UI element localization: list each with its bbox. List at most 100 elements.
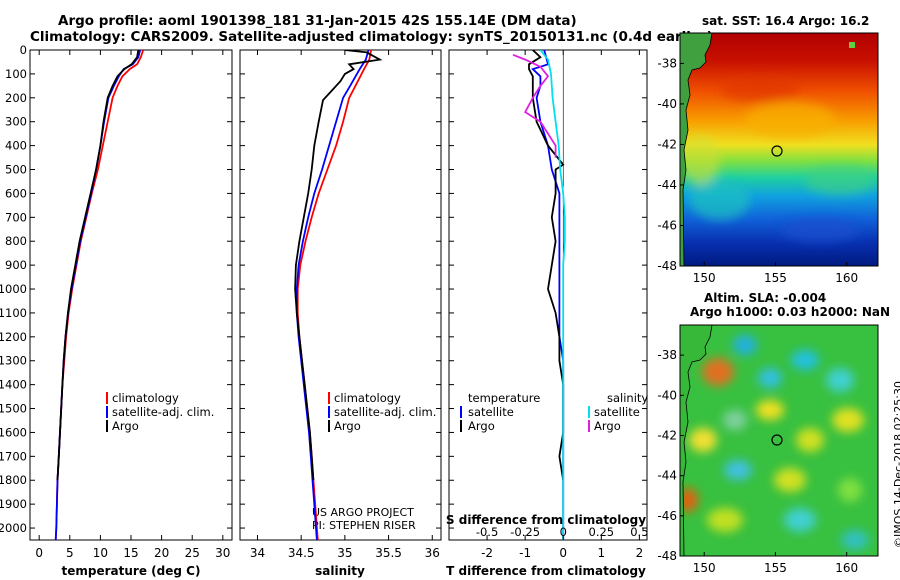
map-axes: 150 155 160 -38 -40 -42 -44 -46 -48 150 155 160 -38 -… bbox=[657, 56, 858, 575]
sst-map-title: sat. SST: 16.4 Argo: 16.2 bbox=[702, 14, 870, 28]
depth-tick-label: 800 bbox=[5, 234, 27, 248]
sal-difference-label: S difference from climatology bbox=[446, 513, 646, 527]
map-y-tick-label: -46 bbox=[657, 509, 677, 523]
depth-tick-label: 100 bbox=[5, 67, 27, 81]
legend-text-s-satellite: satellite bbox=[594, 405, 640, 419]
series-climatology bbox=[296, 50, 372, 540]
legend-text-s-argo: Argo bbox=[594, 419, 621, 433]
difference-panel-frame bbox=[448, 49, 648, 541]
depth-tick-label: 1000 bbox=[0, 282, 27, 296]
salinity-xlabel: salinity bbox=[315, 564, 365, 578]
sla-map-title: Altim. SLA: -0.004 bbox=[704, 291, 827, 305]
x-tick-label: -2 bbox=[481, 546, 493, 560]
depth-tick-label: 1800 bbox=[0, 473, 27, 487]
series-climatology bbox=[54, 50, 145, 540]
x-tick-label: 34.5 bbox=[288, 546, 315, 560]
salinity-plot bbox=[294, 50, 383, 540]
legend-text-t-argo: Argo bbox=[468, 419, 495, 433]
secondary-tick-label: 0.25 bbox=[589, 525, 615, 539]
argo-location-marker bbox=[771, 434, 783, 446]
x-tick-label: 34 bbox=[250, 546, 265, 560]
x-tick-label: 2 bbox=[636, 546, 644, 560]
plot-title-line2: Climatology: CARS2009. Satellite-adjuste… bbox=[30, 29, 713, 45]
project-credit-line1: US ARGO PROJECT bbox=[312, 506, 414, 519]
temperature-xlabel: temperature (deg C) bbox=[62, 564, 201, 578]
secondary-tick-label: -0.5 bbox=[476, 525, 498, 539]
depth-tick-label: 2000 bbox=[0, 521, 27, 535]
difference-legend: temperature satellite Argo salinity sate… bbox=[460, 391, 648, 433]
depth-axis: 0 100 200 300 400 500 600 700 800 900 1000 1100 1200… bbox=[0, 43, 27, 535]
map-y-tick-label: -42 bbox=[657, 428, 677, 442]
map-x-tick-label: 155 bbox=[764, 271, 787, 285]
map-y-tick-label: -44 bbox=[657, 469, 677, 483]
map-x-tick-label: 150 bbox=[693, 271, 716, 285]
sst-map bbox=[680, 33, 878, 266]
x-tick-label: 25 bbox=[185, 546, 200, 560]
axis-ticks: 0 5 10 15 20 25 30 34 34.5 35 35.5 36 -2 -1 0 1 2 -0.5 -0.… bbox=[30, 49, 649, 560]
legend-text-t-satellite: satellite bbox=[468, 405, 514, 419]
project-credit-line2: PI: STEPHEN RISER bbox=[312, 519, 416, 532]
map-y-tick-label: -46 bbox=[657, 218, 677, 232]
legend-text-satellite: satellite-adj. clim. bbox=[334, 405, 436, 419]
depth-tick-label: 1900 bbox=[0, 497, 27, 511]
argo-location-marker bbox=[771, 145, 783, 157]
map-y-tick-label: -42 bbox=[657, 137, 677, 151]
map-x-tick-label: 155 bbox=[764, 561, 787, 575]
legend-heading-temperature: temperature bbox=[468, 391, 540, 405]
series-temperature-argo bbox=[528, 50, 565, 481]
map-y-tick-label: -38 bbox=[657, 348, 677, 362]
depth-tick-label: 200 bbox=[5, 91, 27, 105]
x-tick-label: 15 bbox=[123, 546, 138, 560]
x-tick-label: 0 bbox=[35, 546, 43, 560]
depth-tick-label: 700 bbox=[5, 210, 27, 224]
map-y-tick-label: -40 bbox=[657, 97, 677, 111]
legend-text-climatology: climatology bbox=[112, 391, 179, 405]
legend-text-climatology: climatology bbox=[334, 391, 401, 405]
sla-map-subtitle: Argo h1000: 0.03 h2000: NaN bbox=[690, 305, 891, 319]
series-argo bbox=[294, 50, 383, 481]
x-tick-label: 35 bbox=[337, 546, 352, 560]
depth-tick-label: 400 bbox=[5, 139, 27, 153]
x-tick-label: 35.5 bbox=[375, 546, 402, 560]
secondary-tick-label: 0 bbox=[560, 525, 567, 539]
map-x-tick-label: 150 bbox=[693, 561, 716, 575]
map-y-tick-label: -48 bbox=[657, 549, 677, 563]
depth-tick-label: 900 bbox=[5, 258, 27, 272]
map-y-tick-label: -40 bbox=[657, 388, 677, 402]
map-x-tick-label: 160 bbox=[835, 561, 858, 575]
series-salinity-argo bbox=[512, 53, 557, 158]
depth-tick-label: 0 bbox=[20, 43, 27, 57]
map-y-tick-label: -48 bbox=[657, 259, 677, 273]
plot-title-line1: Argo profile: aoml 1901398_181 31-Jan-20… bbox=[58, 13, 577, 29]
depth-tick-label: 300 bbox=[5, 115, 27, 129]
salinity-panel-frame bbox=[239, 49, 442, 541]
sla-map bbox=[680, 325, 878, 556]
legend-text-satellite: satellite-adj. clim. bbox=[112, 405, 214, 419]
legend-heading-salinity: salinity bbox=[607, 391, 648, 405]
difference-xlabel: T difference from climatology bbox=[446, 564, 646, 578]
difference-plot bbox=[512, 50, 566, 540]
x-tick-label: 0 bbox=[559, 546, 567, 560]
secondary-tick-label: -0.25 bbox=[510, 525, 540, 539]
x-tick-label: 36 bbox=[425, 546, 440, 560]
map-y-tick-label: -44 bbox=[657, 178, 677, 192]
depth-tick-label: 500 bbox=[5, 163, 27, 177]
legend-text-argo: Argo bbox=[334, 419, 361, 433]
x-tick-label: 10 bbox=[93, 546, 108, 560]
depth-tick-label: 1600 bbox=[0, 425, 27, 439]
x-tick-label: 1 bbox=[597, 546, 605, 560]
depth-tick-label: 1300 bbox=[0, 354, 27, 368]
depth-tick-label: 600 bbox=[5, 186, 27, 200]
x-tick-label: 30 bbox=[215, 546, 230, 560]
depth-tick-label: 1100 bbox=[0, 306, 27, 320]
temperature-panel-frame bbox=[29, 49, 233, 541]
map-x-tick-label: 160 bbox=[835, 271, 858, 285]
depth-tick-label: 1400 bbox=[0, 378, 27, 392]
temperature-plot bbox=[54, 50, 145, 540]
depth-tick-label: 1500 bbox=[0, 402, 27, 416]
temperature-legend: climatology satellite-adj. clim. Argo bbox=[106, 391, 214, 433]
secondary-tick-label: 0.5 bbox=[630, 525, 648, 539]
sla-map-frame bbox=[679, 324, 879, 557]
series-argo bbox=[56, 50, 140, 481]
